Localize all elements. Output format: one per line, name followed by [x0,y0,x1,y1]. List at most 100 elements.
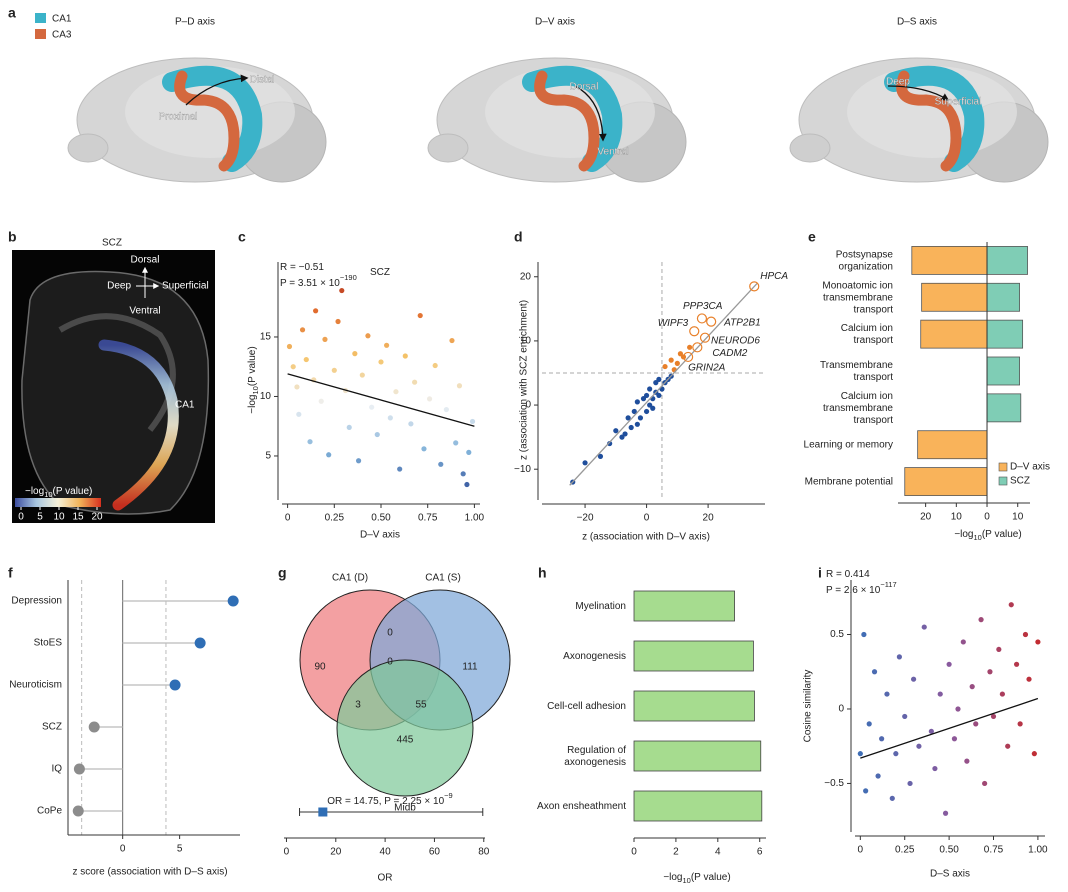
y-tick-label: 0 [838,704,844,715]
x-axis-label: D–V axis [360,530,400,541]
point [960,639,966,645]
point [640,396,647,402]
x-tick-label: 1.00 [465,513,485,524]
x-axis-label: z score (association with D–S axis) [72,867,227,878]
y-axis-label: z (association with SCZ enrichment) [519,300,530,460]
olfactory-bulb [789,133,831,163]
x-axis-label: D–S axis [930,869,970,880]
point [861,631,867,638]
point [290,364,296,370]
point [421,446,427,452]
point [453,440,459,446]
compass-label: Deep [107,281,131,292]
point [916,743,922,749]
x-tick-label: 40 [380,847,392,858]
label-line: Calcium ion [841,390,893,401]
y-tick-label: 5 [265,451,271,462]
panel-letter: d [514,229,523,245]
point [662,363,668,370]
y-axis-label: −log10(P value) [247,346,261,413]
point [359,372,365,378]
point [460,471,466,477]
x-tick-label: 4 [715,847,721,858]
point [932,765,938,772]
annotation: P = 3.51 × 10−190 [280,273,357,288]
compass-label: Ventral [129,306,160,317]
point [402,353,408,359]
axis-end-label: Ventral [597,147,628,158]
point [352,351,358,357]
point [1005,743,1011,749]
dot [194,637,206,649]
point [964,758,970,764]
y-tick-label: 10 [520,336,532,347]
gene-point [696,313,708,324]
subscript: 10 [251,386,260,394]
olfactory-bulb [67,133,109,163]
point [910,676,917,682]
label-line: axonogenesis [564,757,626,768]
point [607,440,613,447]
region-count: 0 [387,628,393,639]
point [449,337,455,344]
bar [986,319,1024,349]
compass-label: Superficial [162,281,209,292]
point [879,736,885,742]
point [432,362,438,369]
point [397,466,403,472]
point [1017,721,1023,727]
point [955,706,961,712]
x-tick-label: 80 [478,847,490,858]
point [969,684,975,690]
bar [633,640,754,672]
point [438,461,444,467]
point [426,396,433,402]
olfactory-bulb [427,133,469,163]
annotation: R = −0.51 [280,262,324,273]
dot [88,721,100,733]
point [1008,602,1014,608]
point [921,624,927,630]
y-tick-label: 0 [525,400,531,411]
panel-letter: a [8,5,16,21]
legend-swatch [998,462,1008,472]
text-part: P = 3.51 × 10 [280,278,340,289]
label-line: Myelination [575,601,626,612]
axis-arrow [185,74,249,106]
gene-label: HPCA [760,271,788,282]
point [331,367,337,373]
x-tick-label: 0 [858,845,864,856]
supscript: −9 [444,791,453,800]
venn-set [336,659,474,797]
gene-point [692,342,703,353]
label-line: Cell-cell adhesion [547,701,626,712]
point [674,360,680,366]
legend-label: D–V axis [1010,462,1050,473]
ca1 [884,65,985,172]
set-label: CA1 (D) [332,573,368,584]
panel-letter: e [808,229,816,245]
y-tick-label: 15 [260,332,272,343]
text-part: (P value) [53,486,93,497]
point [387,415,393,421]
category-label: Learning or memory [804,439,893,450]
x-tick-label: 0.75 [984,845,1004,856]
point [677,351,684,357]
subscript: 10 [683,876,691,885]
compass-label: Dorsal [131,255,160,266]
colorbar-label: −log10(P value) [25,486,92,500]
image-title: SCZ [102,238,122,249]
bar [986,282,1020,312]
point [378,359,384,365]
panel-letter: c [238,229,246,245]
point [896,654,902,660]
region-label: CA1 [175,400,195,411]
label-line: transport [854,372,894,383]
gene-point [683,351,694,363]
legend-label: SCZ [1010,476,1030,487]
x-axis-label: −log10(P value) [954,529,1021,543]
point [907,780,913,787]
label-line: Membrane potential [805,476,893,487]
axis-end-label: Proximal [159,112,198,123]
